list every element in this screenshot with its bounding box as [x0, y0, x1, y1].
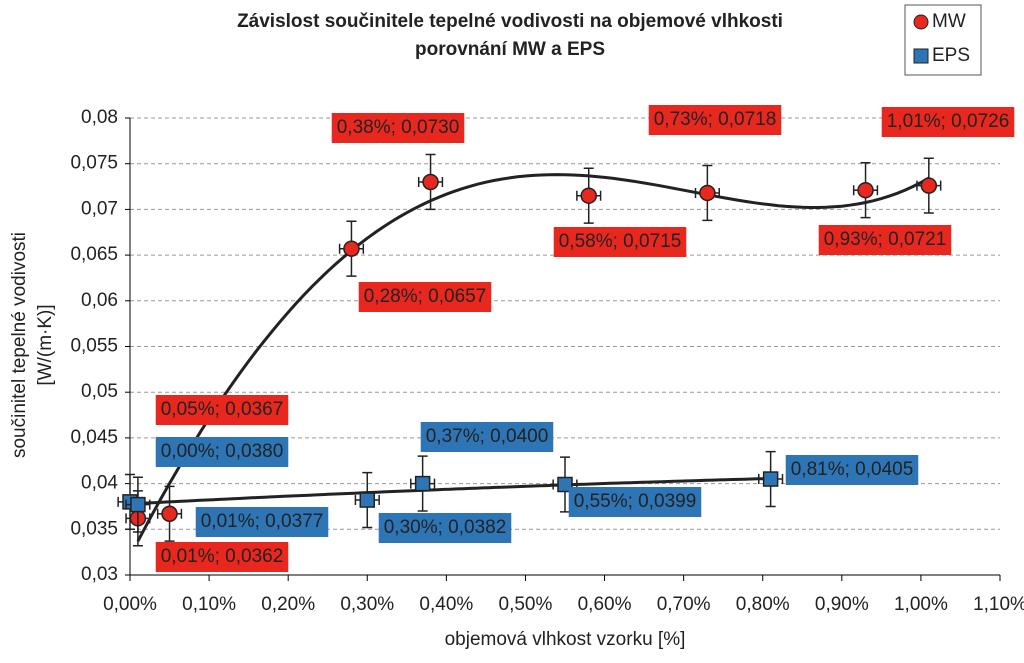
x-tick-label: 0,20%: [261, 594, 315, 615]
x-axis-label: objemová vlhkost vzorku [%]: [445, 629, 686, 650]
y-tick-label: 0,07: [81, 198, 118, 219]
x-tick-label: 0,00%: [103, 594, 157, 615]
legend-label: MW: [932, 11, 966, 32]
x-tick-label: 0,30%: [340, 594, 394, 615]
data-label-box: [155, 542, 289, 572]
data-label-box: [378, 513, 512, 543]
data-label: 0,01%; 0,0377: [201, 511, 324, 532]
x-tick-label: 1,10%: [973, 594, 1024, 615]
point: [557, 476, 573, 493]
y-tick-label: 0,055: [70, 336, 118, 357]
y-tick-label: 0,045: [70, 427, 118, 448]
data-label-box: [553, 227, 687, 257]
point: [762, 471, 779, 487]
x-tick-label: 0,10%: [182, 594, 236, 615]
legend-label: EPS: [932, 45, 970, 66]
y-tick-label: 0,03: [81, 564, 118, 585]
data-label-box: [785, 455, 919, 485]
data-label: 0,58%; 0,0715: [559, 231, 682, 252]
y-tick-label: 0,065: [70, 244, 118, 265]
legend-marker: [913, 14, 929, 30]
y-tick-label: 0,08: [81, 107, 118, 128]
y-tick-label: 0,04: [81, 473, 118, 494]
x-tick-label: 0,40%: [419, 594, 473, 615]
x-tick-label: 0,80%: [736, 594, 790, 615]
point: [359, 492, 376, 508]
trendline: [136, 173, 930, 542]
y-axis-label: součinitel tepelné vodivosti: [9, 232, 30, 458]
y-tick-label: 0,035: [70, 518, 118, 539]
data-label-box: [155, 437, 289, 467]
data-label: 0,37%; 0,0400: [426, 426, 549, 447]
data-label: 0,05%; 0,0367: [161, 399, 284, 420]
point: [343, 240, 360, 257]
data-label: 0,55%; 0,0399: [574, 491, 697, 512]
point: [422, 173, 439, 191]
point: [699, 184, 716, 202]
point: [857, 181, 874, 199]
trendline: [129, 477, 771, 506]
y-tick-label: 0,075: [70, 153, 118, 174]
data-label-box: [648, 105, 782, 135]
data-label: 0,38%; 0,0730: [337, 117, 460, 138]
y-tick-label: 0,06: [81, 290, 118, 311]
data-label: 0,00%; 0,0380: [161, 441, 284, 462]
point: [130, 496, 146, 513]
x-tick-label: 1,00%: [894, 594, 948, 615]
data-label-box: [818, 225, 952, 255]
x-tick-label: 0,70%: [657, 594, 711, 615]
data-label-box: [881, 107, 1015, 137]
data-label: 1,01%; 0,0726: [887, 111, 1010, 132]
data-label: 0,01%; 0,0362: [161, 546, 284, 567]
data-label-box: [195, 507, 329, 537]
data-label: 0,73%; 0,0718: [654, 109, 777, 130]
x-tick-label: 0,50%: [499, 594, 553, 615]
point: [580, 187, 597, 204]
data-label-box: [420, 422, 554, 452]
x-tick-label: 0,60%: [578, 594, 632, 615]
point: [161, 505, 178, 523]
data-label: 0,30%; 0,0382: [384, 517, 507, 538]
data-label-box: [331, 113, 465, 143]
y-axis-label: [W/(m·K)]: [35, 304, 56, 385]
chart-title: Závislost součinitele tepelné vodivosti …: [237, 11, 783, 32]
y-tick-label: 0,05: [81, 381, 118, 402]
point: [414, 475, 431, 492]
chart-subtitle: porovnání MW a EPS: [415, 39, 605, 60]
data-label-box: [155, 395, 289, 425]
data-label: 0,81%; 0,0405: [791, 459, 914, 480]
data-label-box: [358, 282, 492, 312]
data-label: 0,93%; 0,0721: [824, 229, 947, 250]
data-label-box: [568, 487, 702, 517]
legend-marker: [913, 48, 929, 64]
x-tick-label: 0,90%: [815, 594, 869, 615]
data-label: 0,28%; 0,0657: [364, 286, 487, 307]
point: [920, 177, 938, 194]
